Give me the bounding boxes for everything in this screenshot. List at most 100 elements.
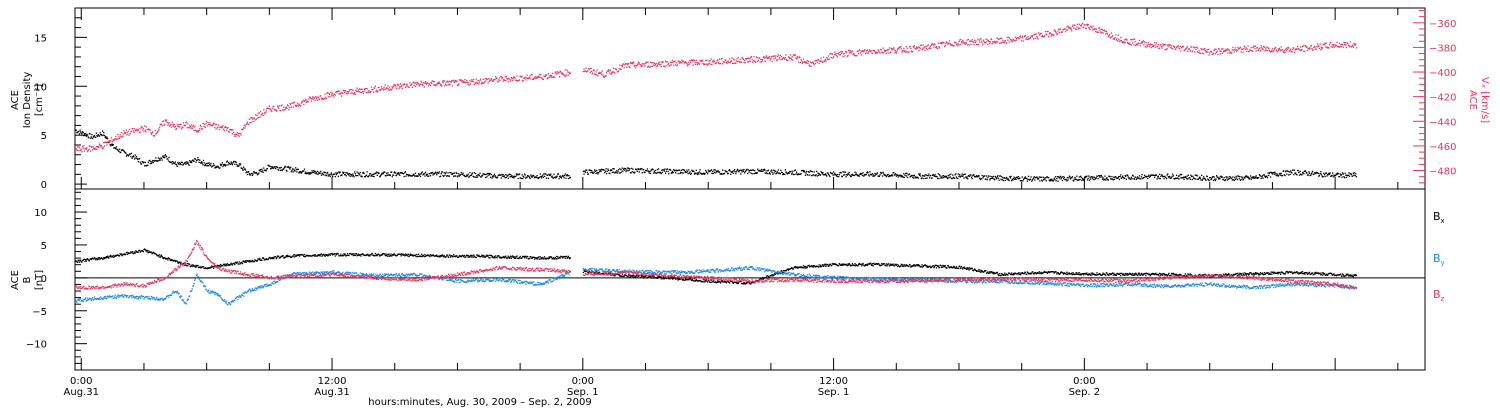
vx-series-point xyxy=(340,92,342,94)
vx-series-point xyxy=(1261,46,1263,49)
vx-series-point xyxy=(1074,24,1076,26)
ion-density-series-point xyxy=(1162,175,1164,178)
vx-series-point xyxy=(1014,39,1016,42)
ion-density-series-point xyxy=(880,171,882,174)
ion-density-series-point xyxy=(853,174,855,176)
bx-series-point xyxy=(534,257,536,259)
ion-density-series-point xyxy=(381,172,383,174)
vx-series-point xyxy=(908,46,911,48)
ion-density-series-point xyxy=(1295,173,1297,175)
ion-density-series-point xyxy=(804,171,806,173)
vx-series-point xyxy=(1215,48,1217,50)
vx-series-point xyxy=(631,62,633,65)
ion-density-series-point xyxy=(704,173,706,175)
vx-series-point xyxy=(1021,40,1023,42)
bx-series-point xyxy=(328,253,331,255)
ion-density-series-point xyxy=(229,163,232,165)
ion-density-series-point xyxy=(1057,180,1059,182)
ion-density-series-point xyxy=(144,165,146,167)
ion-density-series-point xyxy=(680,171,682,173)
vx-series-point xyxy=(662,61,664,63)
vx-series-point xyxy=(110,140,112,142)
bx-series-point xyxy=(508,257,511,259)
ion-density-series-point xyxy=(653,172,655,174)
ion-density-series-point xyxy=(1139,178,1141,180)
bx-series-point xyxy=(120,253,122,256)
vx-series-point xyxy=(1031,36,1033,38)
ion-density-series-point xyxy=(710,169,712,171)
ion-density-series-point xyxy=(591,171,593,173)
vx-series-point xyxy=(997,41,999,43)
ion-density-series-point xyxy=(1212,175,1214,178)
bx-series-point xyxy=(390,253,392,255)
ion-density-series-point xyxy=(1275,173,1277,175)
vx-series-point xyxy=(475,78,477,80)
vx-series-point xyxy=(482,78,484,80)
ion-density-series-point xyxy=(118,148,121,150)
bx-series-point xyxy=(235,262,237,264)
ion-density-series-point xyxy=(187,163,190,165)
ion-density-series-point xyxy=(1246,175,1248,177)
ion-density-series-point xyxy=(354,173,356,175)
vx-series-point xyxy=(166,121,168,124)
vx-series-point xyxy=(457,84,459,86)
vx-series-point xyxy=(1142,41,1144,43)
ion-density-series-point xyxy=(744,171,746,173)
vx-series-point xyxy=(324,93,326,95)
vx-series-point xyxy=(387,85,389,87)
vx-series-point xyxy=(1289,50,1291,52)
b-tick-label: 5 xyxy=(41,241,47,252)
vx-series-point xyxy=(967,38,970,41)
vx-series-point xyxy=(402,84,405,86)
vx-series-point xyxy=(974,39,976,41)
vx-series-point xyxy=(310,100,312,102)
ion-density-series-point xyxy=(496,177,498,179)
ion-density-series-point xyxy=(790,170,792,173)
bx-series-point xyxy=(485,256,487,258)
vx-series-point xyxy=(745,58,748,60)
vx-series-point xyxy=(315,98,317,100)
ion-density-series-point xyxy=(893,172,895,174)
vx-series-point xyxy=(97,145,99,147)
vx-series-point xyxy=(397,83,399,85)
ion-density-series-point xyxy=(481,175,484,177)
vx-series-point xyxy=(1187,50,1189,52)
ion-density-series-point xyxy=(687,173,689,175)
vx-series-point xyxy=(1209,52,1211,54)
bx-series-point xyxy=(81,261,83,263)
ion-density-series-point xyxy=(858,175,860,177)
ion-density-series-point xyxy=(545,177,548,179)
vx-series-point xyxy=(86,147,88,149)
bx-series-point xyxy=(248,260,250,263)
ion-density-series-point xyxy=(1343,176,1345,178)
vx-series-point xyxy=(1198,50,1200,52)
vx-series-point xyxy=(619,64,621,66)
vx-series-point xyxy=(718,58,721,60)
bx-series-point xyxy=(335,254,338,256)
ion-density-series-point xyxy=(103,132,105,134)
bx-series-point xyxy=(614,274,617,276)
ion-density-series-point xyxy=(1098,175,1101,177)
vx-series-point xyxy=(1245,47,1247,49)
vx-series-point xyxy=(598,71,600,73)
vx-series-point xyxy=(122,133,124,135)
vx-series-point xyxy=(345,92,348,94)
vx-series-point xyxy=(1228,50,1230,52)
vx-series-point xyxy=(1036,37,1038,39)
ion-density-series-point xyxy=(666,168,669,170)
vx-series-point xyxy=(208,123,210,126)
vx-series-point xyxy=(327,92,329,94)
vx-series-point xyxy=(1311,47,1313,50)
vx-series-point xyxy=(262,114,264,117)
vx-series-point xyxy=(657,63,659,65)
ion-density-series-point xyxy=(1343,177,1346,179)
ion-density-series-point xyxy=(1229,176,1232,178)
bx-series-point xyxy=(378,254,380,256)
ion-density-series-point xyxy=(419,175,422,177)
vx-series-point xyxy=(1058,32,1060,34)
bx-series-point xyxy=(290,256,292,258)
vx-series-point xyxy=(1352,46,1354,48)
vx-series-point xyxy=(396,88,398,90)
ion-density-series-point xyxy=(522,177,524,180)
ion-density-series-point xyxy=(643,169,645,171)
